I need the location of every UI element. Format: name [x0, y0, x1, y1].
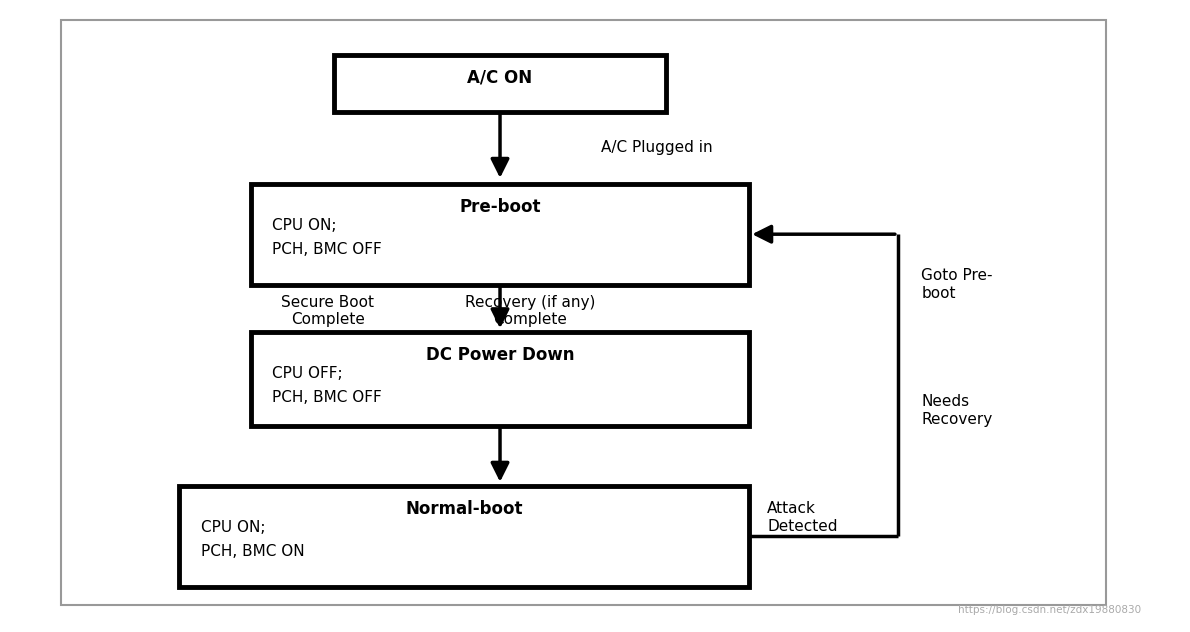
Text: Needs
Recovery: Needs Recovery [921, 394, 992, 427]
Bar [251, 184, 750, 284]
Bar [251, 332, 750, 426]
Text: CPU ON;: CPU ON; [201, 521, 265, 535]
Text: https://blog.csdn.net/zdx19880830: https://blog.csdn.net/zdx19880830 [958, 605, 1141, 615]
Text: Pre-boot: Pre-boot [459, 198, 540, 216]
Text: A/C ON: A/C ON [468, 69, 533, 87]
Text: Recovery (if any)
Complete: Recovery (if any) Complete [464, 295, 595, 327]
Text: A/C Plugged in: A/C Plugged in [601, 140, 713, 155]
Text: Goto Pre-
boot: Goto Pre- boot [921, 269, 992, 301]
Text: Attack
Detected: Attack Detected [768, 501, 838, 533]
Text: Normal-boot: Normal-boot [406, 500, 524, 518]
Bar [180, 486, 750, 586]
Text: Secure Boot
Complete: Secure Boot Complete [281, 295, 375, 327]
Text: DC Power Down: DC Power Down [426, 346, 575, 363]
Bar [61, 20, 1106, 605]
Bar [334, 55, 666, 111]
Text: CPU OFF;: CPU OFF; [273, 367, 343, 381]
Text: PCH, BMC ON: PCH, BMC ON [201, 544, 305, 559]
Text: PCH, BMC OFF: PCH, BMC OFF [273, 389, 382, 404]
Text: CPU ON;: CPU ON; [273, 219, 337, 233]
Text: PCH, BMC OFF: PCH, BMC OFF [273, 242, 382, 257]
